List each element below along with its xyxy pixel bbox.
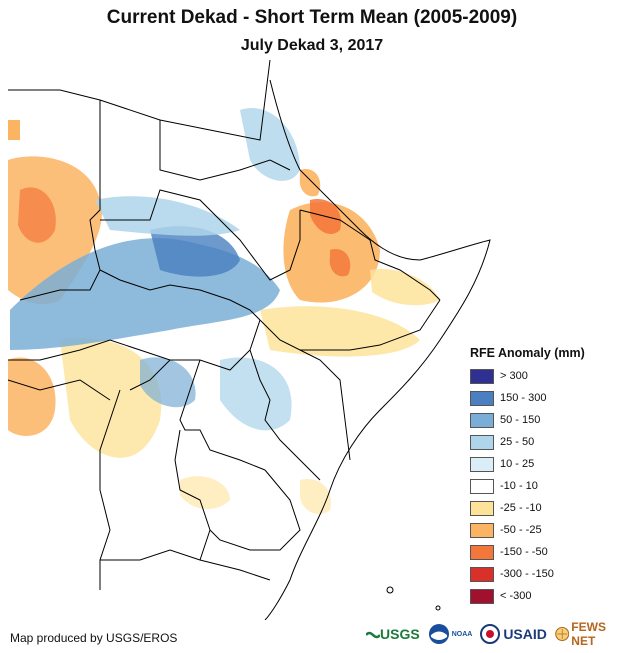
border-line xyxy=(159,120,291,181)
legend-swatch xyxy=(470,390,494,406)
border-line xyxy=(299,349,351,461)
legend: RFE Anomaly (mm) > 300 150 - 300 50 - 150 2… xyxy=(470,346,610,607)
usgs-wave-icon xyxy=(366,631,380,639)
usaid-logo-text: USAID xyxy=(503,626,547,642)
legend-item: < -300 xyxy=(470,585,610,607)
legend-label: -150 - -50 xyxy=(500,546,548,558)
anomaly-patch xyxy=(140,357,196,408)
border-line xyxy=(19,100,101,301)
legend-swatch xyxy=(470,544,494,560)
legend-item: -25 - -10 xyxy=(470,497,610,519)
anomaly-patch xyxy=(260,306,420,357)
coastline xyxy=(264,79,491,620)
legend-item: 10 - 25 xyxy=(470,453,610,475)
border-line xyxy=(7,379,111,401)
legend-label: -300 - -150 xyxy=(500,568,554,580)
country-borders xyxy=(7,60,491,620)
noaa-logo: NOAA xyxy=(428,623,473,645)
legend-label: 50 - 150 xyxy=(500,414,541,426)
legend-swatch xyxy=(470,368,494,384)
legend-swatch xyxy=(470,478,494,494)
border-line xyxy=(249,349,321,481)
legend-item: > 300 xyxy=(470,365,610,387)
legend-swatch xyxy=(470,522,494,538)
legend-item: -10 - 10 xyxy=(470,475,610,497)
islands xyxy=(386,586,441,611)
anomaly-patches xyxy=(8,108,440,515)
map-title: Current Dekad - Short Term Mean (2005-20… xyxy=(106,7,518,28)
legend-swatch xyxy=(470,412,494,428)
border-line xyxy=(179,359,266,471)
logos: USGS NOAA USAID FEWS NET xyxy=(366,620,624,648)
fewsnet-logo-text: FEWS NET xyxy=(571,620,606,648)
legend-items: > 300 150 - 300 50 - 150 25 - 50 10 - 25 -10 … xyxy=(470,365,610,607)
anomaly-patch xyxy=(95,196,240,236)
anomaly-patch xyxy=(299,169,321,197)
border-line xyxy=(299,209,441,301)
anomaly-patch xyxy=(180,476,230,510)
map-credit: Map produced by USGS/EROS xyxy=(10,631,178,645)
fewsnet-globe-icon xyxy=(555,626,570,642)
border-line xyxy=(259,299,441,351)
legend-label: 150 - 300 xyxy=(500,392,547,404)
usgs-logo-text: USGS xyxy=(380,626,420,642)
noaa-logo-text: NOAA xyxy=(451,630,473,638)
legend-label: < -300 xyxy=(500,590,532,602)
anomaly-patch xyxy=(8,120,20,140)
legend-item: -150 - -50 xyxy=(470,541,610,563)
border-line xyxy=(8,319,261,371)
map-subtitle: July Dekad 3, 2017 xyxy=(240,37,384,54)
border-line xyxy=(174,429,211,561)
anomaly-patch xyxy=(370,269,440,306)
anomaly-patch xyxy=(150,226,240,277)
legend-swatch xyxy=(470,434,494,450)
legend-item: -50 - -25 xyxy=(470,519,610,541)
border-line xyxy=(129,359,171,391)
border-line xyxy=(100,189,301,281)
coastline xyxy=(8,60,271,141)
island xyxy=(386,586,394,594)
anomaly-patch xyxy=(18,187,56,243)
legend-label: > 300 xyxy=(500,370,528,382)
border-line xyxy=(99,269,261,321)
legend-label: 10 - 25 xyxy=(500,458,535,470)
legend-item: 25 - 50 xyxy=(470,431,610,453)
legend-label: 25 - 50 xyxy=(500,436,535,448)
anomaly-patch xyxy=(220,357,292,431)
anomaly-patch xyxy=(240,108,300,181)
usaid-logo: USAID xyxy=(480,624,547,644)
legend-swatch xyxy=(470,588,494,604)
legend-label: -10 - 10 xyxy=(500,480,538,492)
usaid-seal-icon xyxy=(480,624,501,644)
legend-item: -300 - -150 xyxy=(470,563,610,585)
legend-swatch xyxy=(470,566,494,582)
anomaly-patch xyxy=(8,357,56,436)
usgs-logo: USGS xyxy=(366,626,420,642)
island xyxy=(435,605,441,611)
rainfall-anomaly-map xyxy=(7,60,491,620)
anomaly-patch xyxy=(60,338,162,458)
legend-item: 50 - 150 xyxy=(470,409,610,431)
legend-title: RFE Anomaly (mm) xyxy=(470,346,585,360)
legend-label: -50 - -25 xyxy=(500,524,542,536)
legend-swatch xyxy=(470,500,494,516)
noaa-emblem-icon xyxy=(428,624,449,644)
legend-swatch xyxy=(470,456,494,472)
legend-label: -25 - -10 xyxy=(500,502,542,514)
anomaly-patch xyxy=(300,479,331,515)
legend-item: 150 - 300 xyxy=(470,387,610,409)
border-line xyxy=(100,549,271,581)
border-line xyxy=(209,469,301,551)
fewsnet-logo: FEWS NET xyxy=(555,620,616,648)
anomaly-patch xyxy=(329,249,351,277)
